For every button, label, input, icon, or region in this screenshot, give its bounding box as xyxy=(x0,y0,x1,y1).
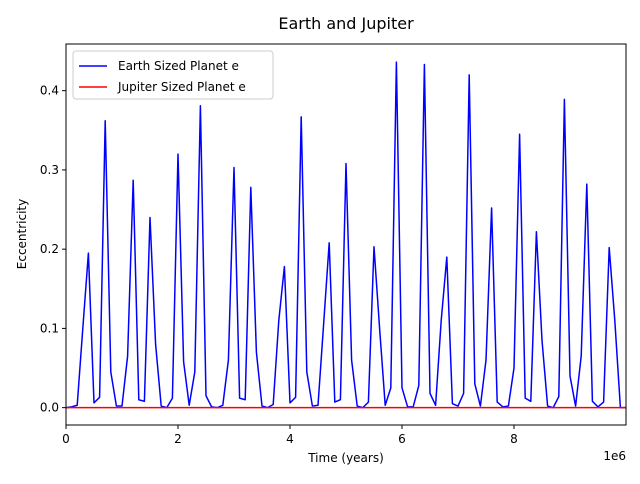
y-tick-label-2: 0.2 xyxy=(40,242,59,256)
legend-label-0: Earth Sized Planet e xyxy=(118,59,239,73)
y-tick-label-4: 0.4 xyxy=(40,84,59,98)
x-offset-label: 1e6 xyxy=(603,449,626,463)
y-tick-label-0: 0.0 xyxy=(40,401,59,415)
y-axis-label: Eccentricity xyxy=(15,199,29,269)
legend-box xyxy=(72,50,274,100)
x-tick-label-0: 0 xyxy=(62,432,70,446)
plot-content xyxy=(65,61,626,409)
legend-label-1: Jupiter Sized Planet e xyxy=(117,80,246,94)
x-tick-label-4: 8 xyxy=(510,432,518,446)
series-line-0 xyxy=(65,61,626,409)
chart-title: Earth and Jupiter xyxy=(278,14,414,33)
y-tick-label-3: 0.3 xyxy=(40,163,59,177)
x-axis-label: Time (years) xyxy=(307,451,384,465)
x-tick-label-2: 4 xyxy=(286,432,294,446)
legend: Earth Sized Planet e Jupiter Sized Planet… xyxy=(72,50,274,100)
plot-frame xyxy=(65,43,627,426)
x-tick-label-1: 2 xyxy=(174,432,182,446)
y-tick-label-1: 0.1 xyxy=(40,321,59,335)
axes: 0 2 4 6 8 0.0 0.1 0.2 0.3 0.4 xyxy=(40,84,518,446)
x-tick-label-3: 6 xyxy=(398,432,406,446)
